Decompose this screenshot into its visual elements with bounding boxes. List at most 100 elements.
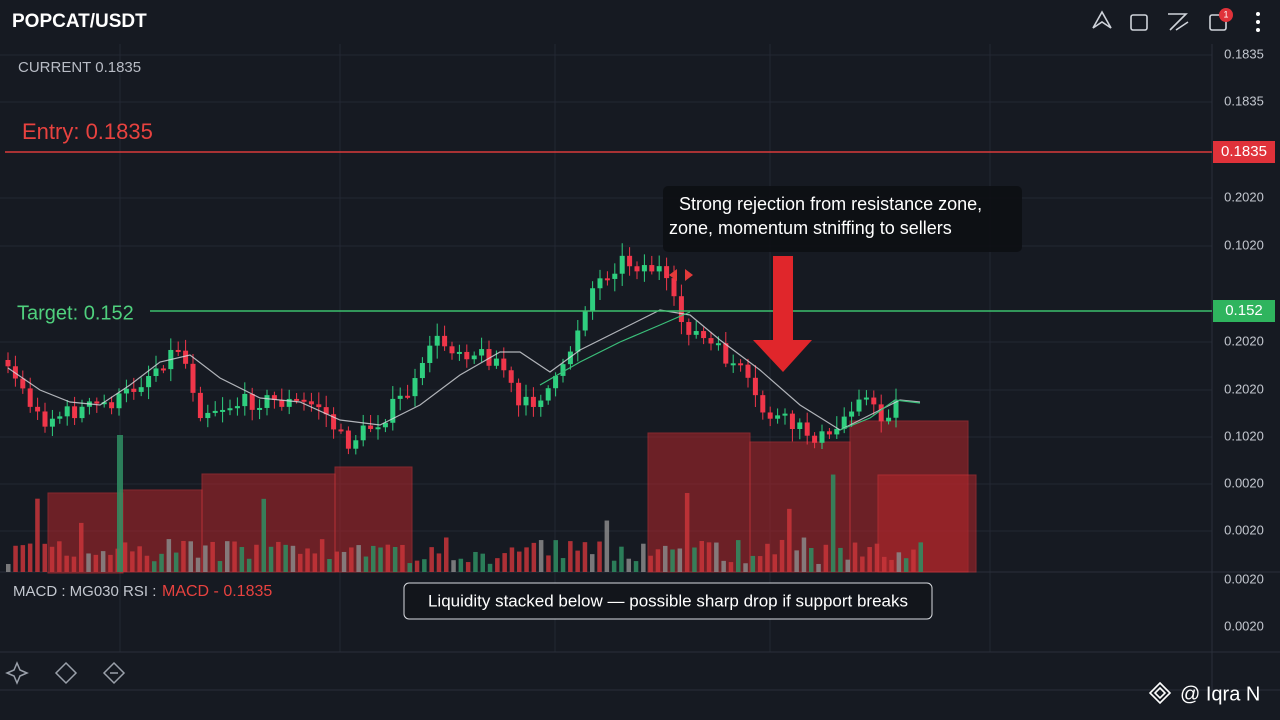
candle-body — [686, 322, 692, 335]
candle-body — [338, 429, 344, 432]
rejection-marker — [669, 269, 693, 281]
volume-bar — [487, 563, 493, 572]
volume-bar — [611, 560, 617, 572]
volume-bar — [276, 541, 281, 572]
volume-bar — [444, 537, 449, 572]
candle-body — [597, 278, 603, 289]
volume-bar — [232, 541, 237, 572]
tool-icon[interactable] — [102, 661, 126, 685]
candle-body — [693, 331, 699, 335]
candle-body — [49, 418, 55, 427]
volume-bar — [648, 555, 653, 572]
candle-body — [375, 427, 381, 430]
candle-body — [57, 416, 63, 419]
bottom-tools[interactable] — [5, 661, 126, 685]
icon-alert[interactable] — [1092, 10, 1112, 29]
volume-bar — [137, 546, 142, 572]
volume-bar — [736, 540, 741, 572]
volume-bar — [239, 547, 245, 572]
candle-body — [449, 346, 455, 354]
volume-bar — [546, 555, 551, 572]
candle-body — [775, 415, 781, 419]
axis-price: 0.1020 — [1224, 428, 1264, 443]
annotation-box — [663, 186, 1022, 252]
axis-price: 0.0020 — [1224, 571, 1264, 586]
icon-draw[interactable] — [1168, 13, 1189, 31]
toolbar-icons[interactable] — [1092, 10, 1227, 31]
volume-bar — [750, 555, 756, 572]
volume-bar — [670, 549, 675, 572]
candle-body — [316, 404, 322, 408]
candle-body — [738, 363, 744, 366]
candle-body — [812, 435, 818, 443]
volume-bar — [560, 558, 566, 572]
volume-bar — [268, 546, 274, 572]
candle-body — [123, 388, 129, 394]
volume-bar — [144, 555, 150, 572]
candle-body — [360, 425, 366, 441]
tool-icon[interactable] — [5, 661, 29, 685]
candle-body — [308, 401, 314, 405]
candle-body — [849, 411, 855, 417]
entry-label: Entry: 0.1835 — [22, 119, 153, 144]
candle-body — [79, 406, 85, 419]
volume-bar — [108, 554, 113, 572]
entry-axis-price: 0.1835 — [1221, 143, 1267, 160]
volume-bar — [20, 545, 26, 572]
candle-body — [35, 406, 41, 412]
candle-body — [456, 351, 462, 354]
volume-bar — [57, 541, 62, 572]
candle-body — [249, 393, 255, 410]
volume-bar — [349, 547, 354, 572]
candle-body — [20, 378, 26, 389]
candle-body — [678, 296, 684, 323]
axis-price: 0.0020 — [1224, 618, 1264, 633]
volume-bar — [473, 551, 478, 572]
volume-bar — [779, 539, 785, 572]
candle-body — [471, 355, 477, 360]
volume-bar — [772, 554, 777, 572]
axis-price: 0.1020 — [1224, 237, 1264, 252]
volume-bar — [794, 550, 799, 572]
candle-body — [878, 404, 884, 422]
candle-body — [538, 400, 544, 407]
volume-bar — [254, 544, 259, 572]
candle-body — [641, 265, 647, 272]
candle-body — [42, 411, 48, 427]
volume-bar — [210, 541, 215, 572]
candle-body — [72, 406, 78, 419]
icon-notes[interactable] — [1209, 14, 1227, 31]
volume-bar — [911, 549, 916, 572]
candle-body — [841, 416, 847, 429]
candle-body — [227, 408, 233, 411]
notification-badge — [1219, 8, 1233, 22]
volume-bar — [809, 548, 814, 572]
volume-bar — [49, 546, 55, 572]
menu-icon[interactable] — [1256, 12, 1260, 32]
axis-price: 0.0020 — [1224, 475, 1264, 490]
icon-calendar[interactable] — [1130, 14, 1148, 31]
volume-bar — [181, 540, 186, 572]
volume-bar — [319, 539, 325, 572]
candle-body — [271, 395, 277, 400]
candle-body — [94, 401, 100, 404]
candle-body — [323, 407, 329, 415]
candle-body — [242, 393, 248, 407]
volume-bar — [896, 552, 902, 572]
candle-body — [197, 392, 203, 419]
tool-icon[interactable] — [54, 661, 78, 685]
moving-average — [7, 309, 921, 431]
volume-bar — [903, 558, 909, 572]
volume-bar — [517, 551, 522, 572]
candle-body — [530, 396, 536, 407]
candle-body — [390, 398, 396, 423]
candle-body — [286, 398, 292, 407]
volume-bar — [225, 541, 230, 572]
candle-body — [523, 396, 529, 406]
axis-price: 0.1835 — [1224, 93, 1264, 108]
candle-body — [834, 428, 840, 435]
volume-bar — [283, 544, 288, 572]
volume-bar — [699, 541, 704, 572]
indicator-value: MACD - 0.1835 — [162, 583, 272, 600]
volume-bar — [298, 553, 303, 572]
